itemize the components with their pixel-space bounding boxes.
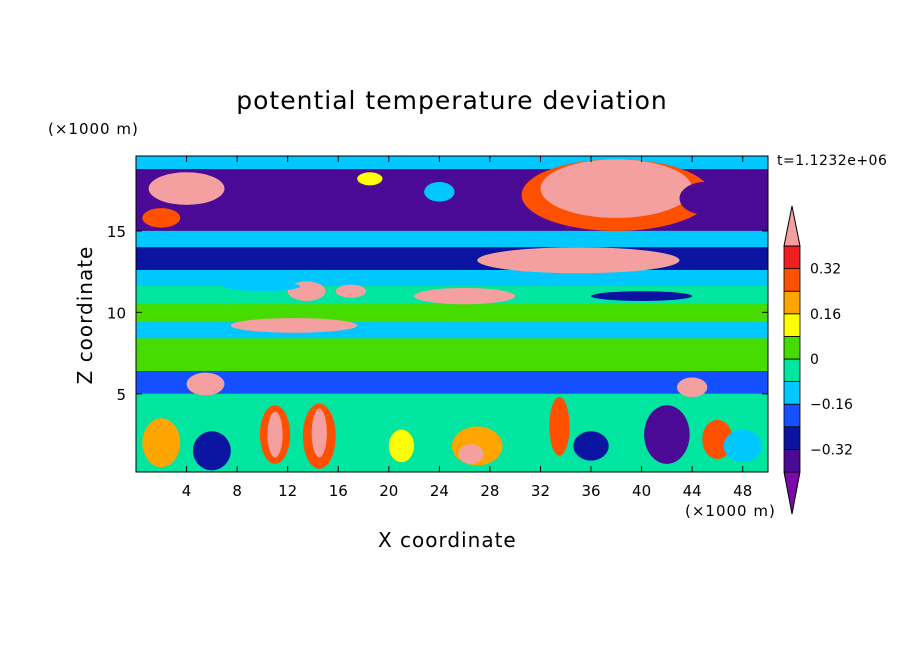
colorbar-segment	[783, 245, 801, 270]
field-feature	[357, 172, 383, 186]
y-tick-label: 10	[107, 304, 126, 322]
chart-title: potential temperature deviation	[236, 86, 668, 115]
colorbar-segment	[783, 313, 801, 337]
field-band	[136, 270, 768, 287]
field-feature	[230, 318, 358, 333]
field-feature	[311, 408, 327, 458]
colorbar-label: 0.32	[810, 262, 841, 278]
x-tick-label: 16	[329, 482, 348, 500]
x-tick-label: 40	[632, 482, 651, 500]
field-feature	[388, 429, 415, 463]
colorbar-underflow	[783, 471, 801, 515]
field-feature	[192, 431, 231, 471]
colorbar-overflow	[783, 205, 801, 247]
colorbar-segment	[783, 358, 801, 383]
field-feature	[142, 418, 181, 468]
field-band	[136, 371, 768, 394]
time-label: t=1.1232e+06	[777, 153, 888, 169]
colorbar-label: 0	[810, 352, 819, 368]
field-feature	[540, 159, 693, 218]
y-tick-label: 15	[107, 223, 126, 241]
field-feature	[477, 247, 680, 274]
colorbar-segment	[783, 448, 801, 473]
colorbar-segment	[783, 426, 801, 450]
field-feature	[723, 429, 762, 463]
field-feature	[591, 291, 693, 301]
field-feature	[549, 397, 570, 456]
x-tick-label: 36	[581, 482, 600, 500]
field-feature	[644, 405, 690, 464]
field-feature	[148, 172, 225, 205]
x-tick-label: 32	[531, 482, 550, 500]
field-band	[136, 338, 768, 372]
colorbar-label: −0.32	[810, 442, 853, 458]
field-feature	[458, 444, 484, 464]
colorbar-segment	[783, 268, 801, 292]
field-feature	[186, 372, 225, 396]
x-tick-label: 24	[430, 482, 449, 500]
x-tick-label: 48	[733, 482, 752, 500]
colorbar-segment	[783, 335, 801, 360]
field-feature	[335, 284, 367, 298]
y-axis-unit: (×1000 m)	[48, 120, 139, 138]
field-feature	[142, 208, 181, 228]
x-axis-label: X coordinate	[378, 528, 517, 552]
colorbar-label: −0.16	[810, 397, 853, 413]
field-feature	[224, 281, 301, 292]
field-band	[136, 304, 768, 323]
colorbar-segment	[783, 403, 801, 428]
plot-frame	[135, 155, 769, 473]
field-band	[136, 322, 768, 339]
x-tick-label: 8	[232, 482, 242, 500]
colorbar-label: 0.16	[810, 307, 841, 323]
field-feature	[414, 287, 516, 305]
x-tick-label: 12	[278, 482, 297, 500]
field-feature	[267, 411, 283, 458]
y-tick-label: 5	[116, 386, 126, 404]
field-feature	[573, 431, 609, 461]
x-tick-label: 44	[683, 482, 702, 500]
field-feature	[676, 377, 708, 398]
colorbar-segment	[783, 290, 801, 315]
x-axis-unit: (×1000 m)	[685, 502, 776, 520]
field-feature	[679, 182, 731, 215]
x-tick-label: 4	[182, 482, 192, 500]
colorbar-segment	[783, 381, 801, 405]
field-feature	[424, 182, 455, 202]
x-tick-label: 28	[480, 482, 499, 500]
field-band	[136, 230, 768, 248]
x-tick-label: 20	[379, 482, 398, 500]
